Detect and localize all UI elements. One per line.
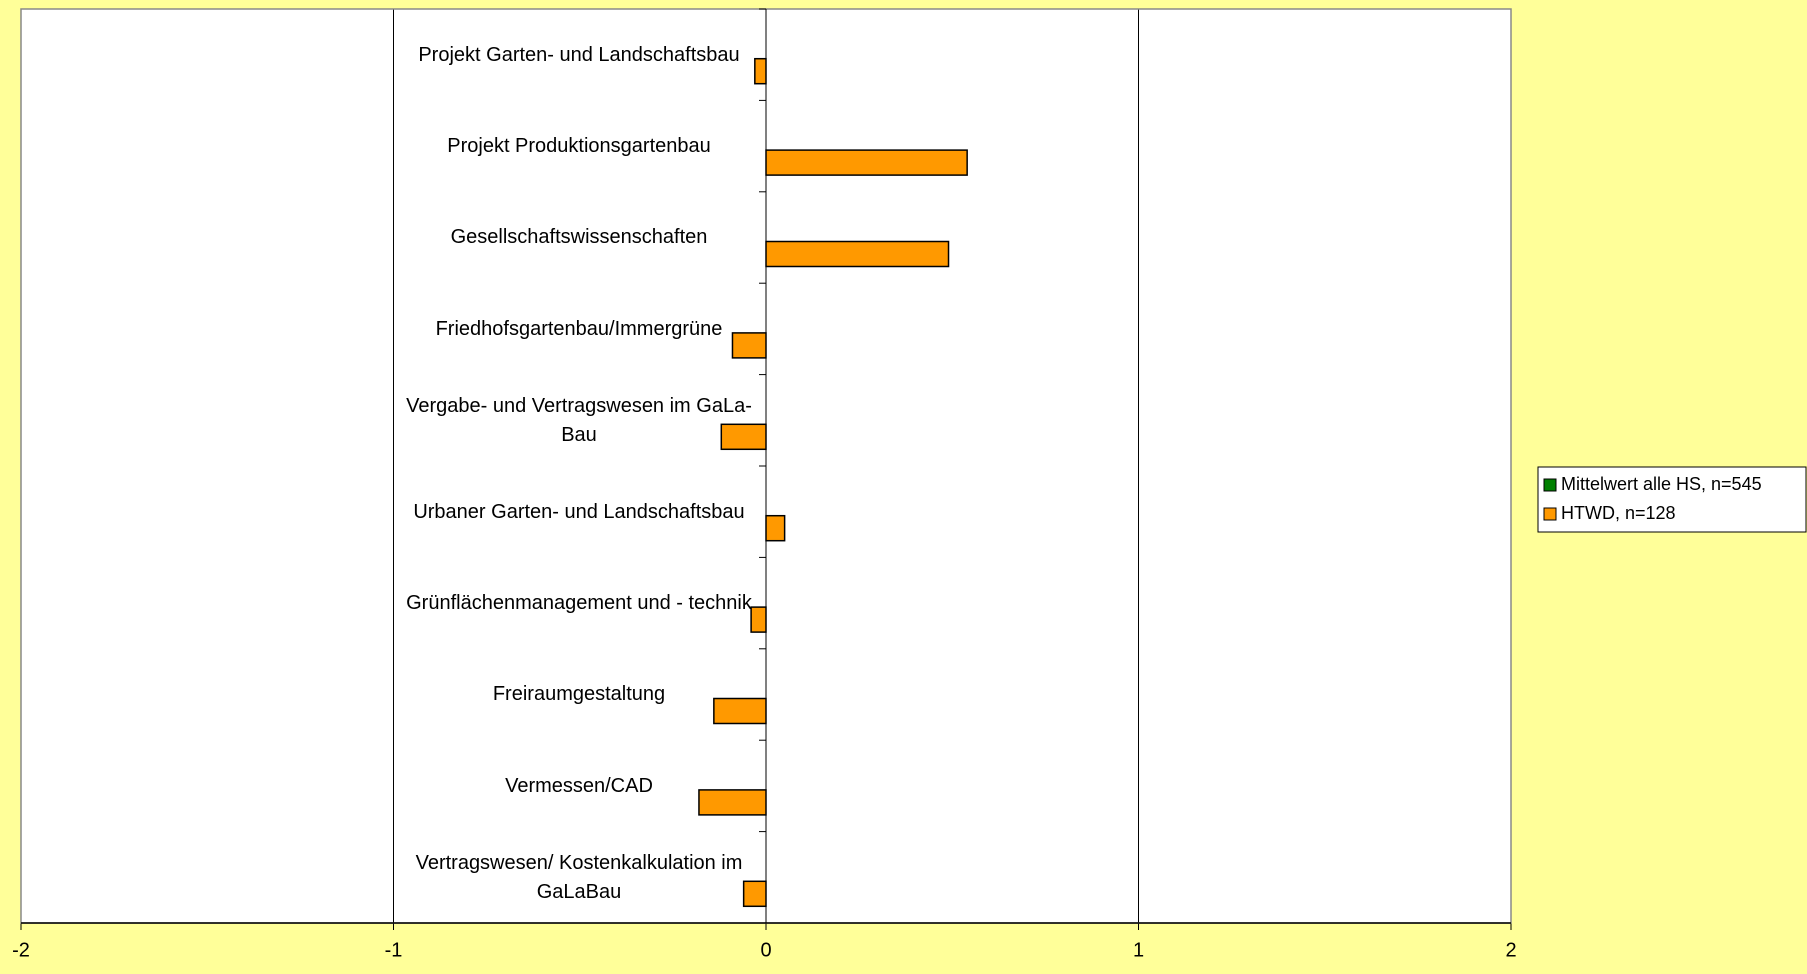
x-tick-label: -2 — [12, 939, 30, 961]
x-tick-label: 0 — [760, 939, 771, 961]
legend-swatch — [1543, 478, 1557, 492]
x-tick-label: -1 — [385, 939, 403, 961]
legend-swatch — [1543, 507, 1557, 521]
bar — [698, 789, 767, 816]
legend-label: HTWD, n=128 — [1561, 503, 1676, 523]
y-tick-label: Freiraumgestaltung — [492, 683, 666, 706]
bar — [765, 514, 786, 542]
y-tick-label: Grünflächenmanagement und - technik — [406, 591, 752, 614]
bar — [731, 332, 767, 359]
y-tick-label: Urbaner Garten- und Landschaftsbau — [413, 500, 745, 523]
bar — [765, 149, 968, 176]
bar — [742, 880, 767, 908]
y-tick-label: Friedhofsgartenbau/Immergrüne — [435, 317, 723, 340]
bar — [754, 57, 767, 85]
x-tick-label: 1 — [1133, 939, 1144, 961]
y-tick-label: Projekt Produktionsgartenbau — [447, 134, 711, 157]
bar — [713, 697, 767, 725]
y-tick-label: Projekt Garten- und Landschaftsbau — [418, 43, 740, 66]
x-tick-label: 2 — [1505, 939, 1516, 961]
y-tick-label: Gesellschaftswissenschaften — [450, 226, 708, 249]
legend-label: Mittelwert alle HS, n=545 — [1561, 474, 1762, 494]
bar — [765, 240, 950, 268]
bar — [750, 606, 767, 633]
y-tick-label: Vermessen/CAD — [505, 774, 653, 797]
bar — [720, 423, 767, 451]
legend — [1537, 466, 1807, 533]
y-tick-label: Vergabe- und Vertragswesen im GaLa-Bau — [406, 394, 752, 446]
y-tick-label: Vertragswesen/ Kostenkalkulation im GaLa… — [415, 851, 743, 903]
